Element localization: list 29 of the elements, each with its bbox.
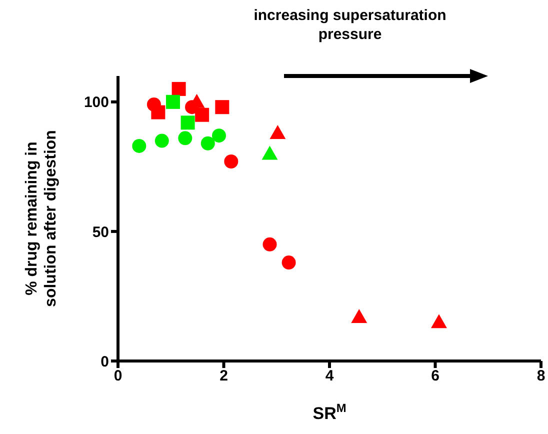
- y-tick-label: 0: [100, 353, 109, 370]
- point: [172, 82, 186, 96]
- x-tick-label: 4: [325, 368, 334, 385]
- y-axis-title: % drug remaining in solution after digestion: [24, 130, 60, 307]
- y-tick-label: 50: [92, 224, 109, 241]
- point: [262, 237, 277, 252]
- point: [200, 136, 215, 150]
- y-tick-label: 100: [84, 94, 109, 112]
- point: [262, 146, 278, 160]
- point: [282, 256, 296, 270]
- point: [178, 131, 192, 146]
- x-tick-label: 0: [114, 368, 122, 385]
- point: [166, 94, 180, 109]
- x-tick-label: 8: [536, 368, 546, 385]
- point: [132, 138, 146, 153]
- x-tick-label: 6: [431, 368, 440, 385]
- x-axis-title: SR$^{M}$: [312, 401, 346, 423]
- point: [224, 154, 238, 168]
- point: [270, 125, 286, 139]
- text: increasing supersaturation pressure: [252, 6, 448, 44]
- point: [430, 314, 447, 328]
- point: [151, 105, 166, 120]
- point: [351, 308, 368, 323]
- point: [212, 128, 226, 143]
- point: [215, 100, 230, 114]
- point: [195, 108, 210, 122]
- x-tick-label: 2: [220, 368, 228, 385]
- point: [180, 116, 195, 130]
- point: [154, 134, 169, 148]
